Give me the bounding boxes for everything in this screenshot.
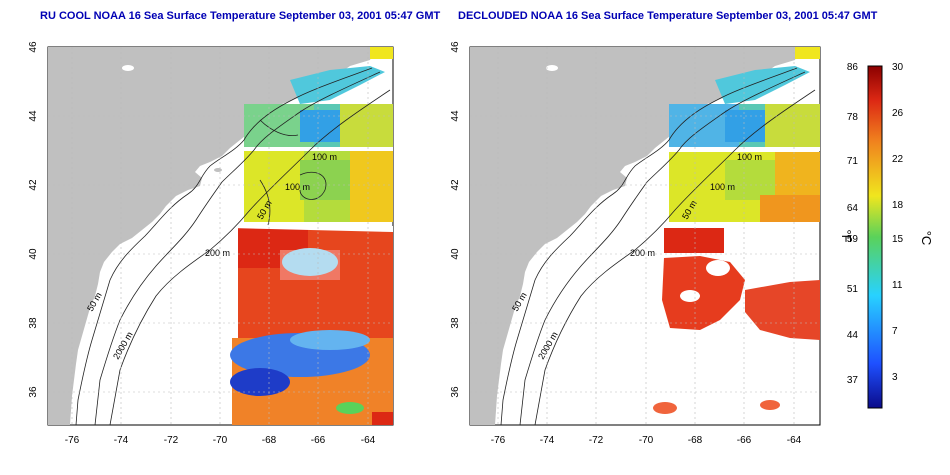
- celsius-label: °C: [919, 231, 934, 246]
- map-panel-raw: 100 m 100 m 50 m 200 m 50 m 2000 m -76 -…: [28, 41, 394, 446]
- x-tick-label: -66: [737, 435, 752, 446]
- lake: [122, 65, 134, 71]
- celsius-tick: 7: [892, 326, 898, 337]
- y-tick-label: 46: [28, 41, 39, 53]
- x-tick-label: -76: [491, 435, 506, 446]
- contour-label: 100 m: [312, 152, 337, 162]
- fahrenheit-tick: 51: [847, 284, 859, 295]
- colorbar-gradient: [867, 65, 883, 409]
- y-tick-label: 44: [450, 110, 461, 122]
- celsius-tick: 30: [892, 62, 904, 73]
- lake: [546, 65, 558, 71]
- y-axis: 46 44 42 40 38 36: [450, 41, 461, 398]
- scan-gap: [240, 147, 393, 151]
- y-tick-label: 42: [28, 179, 39, 191]
- sst-swath-declouded: [653, 47, 820, 414]
- x-tick-label: -72: [589, 435, 604, 446]
- sst-colorbar: 86 78 71 64 59 51 44 37 30 26 22 18 15 1…: [839, 62, 934, 409]
- x-axis: -76 -74 -72 -70 -68 -66 -64: [491, 435, 802, 446]
- celsius-scale: 30 26 22 18 15 11 7 3: [892, 62, 904, 383]
- fahrenheit-tick: 86: [847, 62, 859, 73]
- y-tick-label: 44: [28, 110, 39, 122]
- y-tick-label: 40: [28, 248, 39, 260]
- contour-label: 200 m: [205, 248, 230, 258]
- fahrenheit-tick: 64: [847, 203, 859, 214]
- y-tick-label: 46: [450, 41, 461, 53]
- scan-gap: [664, 147, 820, 151]
- fahrenheit-tick: 59: [847, 234, 859, 245]
- celsius-tick: 18: [892, 200, 904, 211]
- map-title-declouded: DECLOUDED NOAA 16 Sea Surface Temperatur…: [458, 10, 878, 22]
- x-tick-label: -70: [639, 435, 654, 446]
- y-axis: 46 44 42 40 38 36: [28, 41, 39, 398]
- y-tick-label: 42: [450, 179, 461, 191]
- map-panel-declouded: 100 m 100 m 50 m 200 m 50 m 2000 m -76 -…: [450, 41, 821, 446]
- celsius-tick: 22: [892, 154, 904, 165]
- contour-label: 100 m: [710, 182, 735, 192]
- bathymetry-contours: [500, 67, 816, 425]
- map-grid: [470, 47, 820, 425]
- x-tick-label: -74: [540, 435, 555, 446]
- land-mass: [48, 47, 375, 425]
- land-mass: [470, 47, 800, 425]
- y-tick-label: 38: [450, 317, 461, 329]
- scan-gap: [230, 222, 393, 232]
- island: [214, 168, 222, 172]
- x-tick-label: -68: [688, 435, 703, 446]
- celsius-tick: 11: [892, 280, 903, 291]
- fahrenheit-tick: 71: [847, 156, 859, 167]
- x-tick-label: -64: [361, 435, 376, 446]
- contour-label: 100 m: [285, 182, 310, 192]
- celsius-tick: 26: [892, 108, 904, 119]
- fahrenheit-scale: 86 78 71 64 59 51 44 37: [847, 62, 859, 386]
- y-tick-label: 36: [450, 386, 461, 398]
- y-tick-label: 40: [450, 248, 461, 260]
- celsius-tick: 3: [892, 372, 898, 383]
- y-tick-label: 36: [28, 386, 39, 398]
- fahrenheit-label: °F: [839, 229, 854, 242]
- x-tick-label: -66: [311, 435, 326, 446]
- contour-label: 100 m: [737, 152, 762, 162]
- x-axis: -76 -74 -72 -70 -68 -66 -64: [65, 435, 376, 446]
- fahrenheit-tick: 78: [847, 112, 859, 123]
- fahrenheit-tick: 37: [847, 375, 859, 386]
- y-tick-label: 38: [28, 317, 39, 329]
- x-tick-label: -74: [114, 435, 129, 446]
- fahrenheit-tick: 44: [847, 330, 859, 341]
- x-tick-label: -70: [213, 435, 228, 446]
- map-title-raw: RU COOL NOAA 16 Sea Surface Temperature …: [40, 10, 441, 22]
- celsius-tick: 15: [892, 234, 904, 245]
- x-tick-label: -72: [164, 435, 179, 446]
- x-tick-label: -64: [787, 435, 802, 446]
- x-tick-label: -76: [65, 435, 80, 446]
- x-tick-label: -68: [262, 435, 277, 446]
- map-grid: [48, 47, 393, 425]
- sst-swath-raw: [230, 47, 393, 425]
- contour-label: 200 m: [630, 248, 655, 258]
